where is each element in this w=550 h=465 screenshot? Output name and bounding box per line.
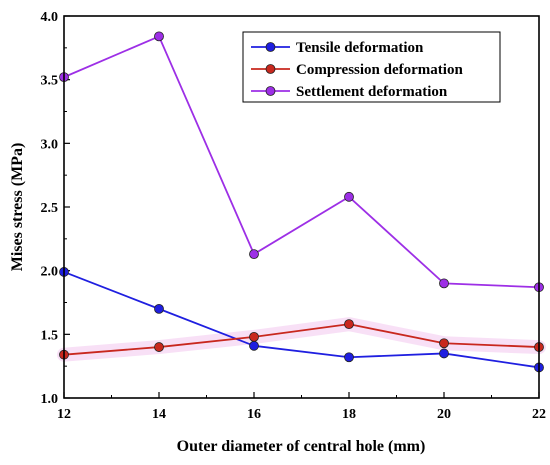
point-settlement-deformation-20 [439,278,449,289]
y-tick-label-3.5: 3.5 [41,74,59,89]
point-tensile-deformation-14 [154,303,164,314]
x-tick-label-14: 14 [152,407,166,422]
y-tick-label-2.5: 2.5 [41,201,59,216]
series-tensile-deformation [59,267,544,373]
series-line-settlement-deformation [63,35,540,289]
point-compression-deformation-18 [344,319,354,330]
y-tick-label-1.5: 1.5 [41,328,59,343]
y-tick-label-4.0: 4.0 [41,10,59,25]
plot-frame [63,15,540,399]
point-tensile-deformation-18 [344,352,354,363]
y-tick-label-3.0: 3.0 [41,137,59,152]
series-line-tensile-deformation [63,271,540,369]
compression-highlight-band [57,317,546,362]
x-tick-label-18: 18 [342,407,356,422]
x-tick-label-22: 22 [532,407,546,422]
x-tick-label-12: 12 [57,407,71,422]
point-compression-deformation-20 [439,338,449,349]
legend-label-settlement-deformation: Settlement deformation [296,84,448,100]
point-settlement-deformation-18 [344,191,354,202]
y-tick-label-1.0: 1.0 [41,392,59,407]
legend: Tensile deformation Compression deformati… [242,31,501,103]
point-tensile-deformation-20 [439,348,449,359]
point-compression-deformation-14 [154,342,164,352]
series-line-compression-deformation [63,323,540,356]
x-tick-label-20: 20 [437,407,451,422]
legend-marker-compression-deformation [265,64,276,74]
legend-marker-tensile-deformation [265,42,276,52]
x-tick-label-16: 16 [247,407,261,422]
series-layer [57,31,546,373]
point-compression-deformation-16 [249,331,259,342]
legend-label-compression-deformation: Compression deformation [296,62,463,78]
legend-marker-settlement-deformation [265,86,276,96]
point-settlement-deformation-14 [154,31,164,42]
point-settlement-deformation-16 [249,249,259,260]
y-axis-title: Mises stress (MPa) [9,143,26,272]
y-tick-label-2.0: 2.0 [41,265,59,280]
x-axis-title: Outer diameter of central hole (mm) [177,438,426,455]
point-tensile-deformation-16 [249,340,259,351]
legend-label-tensile-deformation: Tensile deformation [296,40,424,56]
ticks-layer: 12 14 16 18 20 22 1.0 1.5 2.0 2.5 3.0 3.5 4.0 [41,10,547,422]
